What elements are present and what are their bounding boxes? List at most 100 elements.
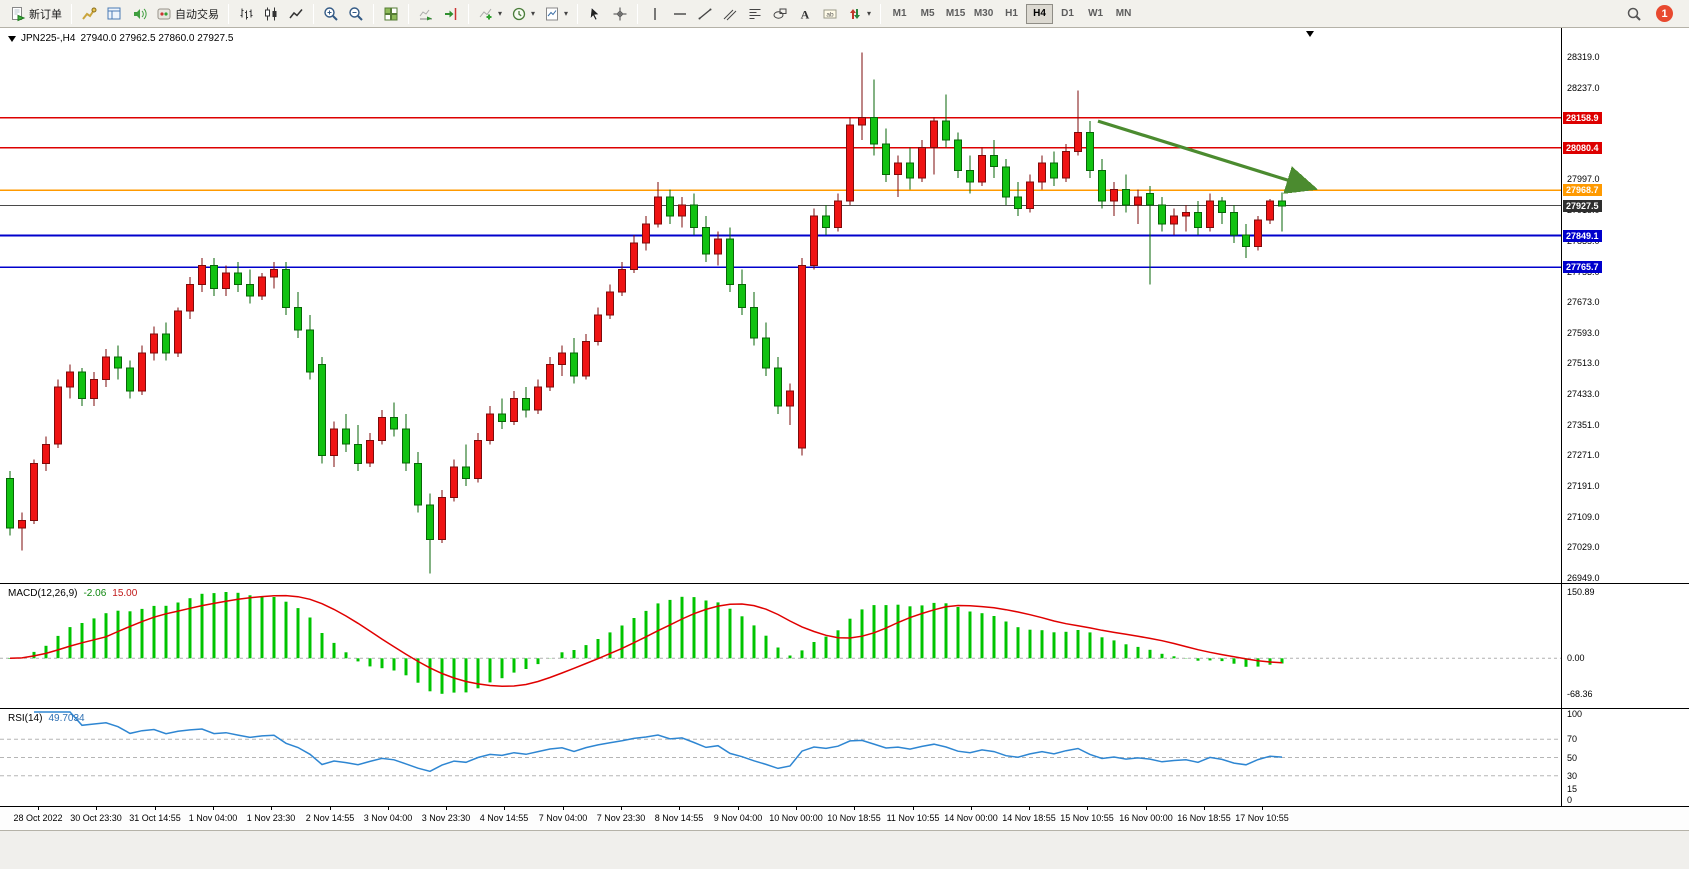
candlestick-chart-canvas[interactable] <box>0 28 1561 583</box>
arrows-button[interactable]: ▾ <box>843 3 875 25</box>
shapes-button[interactable] <box>768 3 792 25</box>
rsi-chart-canvas[interactable] <box>0 709 1561 806</box>
timeframe-mn-button[interactable]: MN <box>1110 4 1137 24</box>
dropdown-caret-icon: ▾ <box>498 9 503 18</box>
timeframe-m30-button[interactable]: M30 <box>970 4 997 24</box>
price-line-badge: 27927.5 <box>1563 200 1602 212</box>
zoom-out-button[interactable] <box>344 3 368 25</box>
time-tick <box>796 807 797 810</box>
macd-signal-value: 15.00 <box>112 588 138 599</box>
vertical-line-button[interactable] <box>643 3 667 25</box>
horizontal-line-button[interactable] <box>668 3 692 25</box>
price-line-badge: 28080.4 <box>1563 142 1602 154</box>
market-watch-icon <box>81 6 97 22</box>
candlestick-chart-button[interactable] <box>259 3 283 25</box>
chart-symbol-label: JPN225-,H4 27940.0 27962.5 27860.0 27927… <box>8 33 233 44</box>
text-button[interactable]: A <box>793 3 817 25</box>
rsi-axis-label: 100 <box>1567 709 1583 719</box>
auto-scroll-button[interactable] <box>414 3 438 25</box>
time-tick <box>213 807 214 810</box>
zoom-out-icon <box>348 6 364 22</box>
cursor-icon <box>587 6 603 22</box>
price-tick-label: 27433.0 <box>1567 389 1600 399</box>
svg-text:A: A <box>801 7 810 21</box>
line-chart-button[interactable] <box>284 3 308 25</box>
cursor-button[interactable] <box>583 3 607 25</box>
zoom-in-button[interactable] <box>319 3 343 25</box>
rsi-axis[interactable]: 100 70 50 30 15 0 <box>1561 709 1689 806</box>
periods-button[interactable]: ▾ <box>507 3 539 25</box>
rsi-value: 49.7034 <box>48 713 85 724</box>
timeframe-m5-button[interactable]: M5 <box>914 4 941 24</box>
alerts-button[interactable] <box>127 3 151 25</box>
timeframe-m1-button[interactable]: M1 <box>886 4 913 24</box>
label-button[interactable]: ab <box>818 3 842 25</box>
zoom-in-icon <box>323 6 339 22</box>
timeframe-h4-button[interactable]: H4 <box>1026 3 1054 24</box>
time-tick <box>1029 807 1030 810</box>
search-button[interactable] <box>1622 3 1646 25</box>
chart-corner-menu-icon[interactable] <box>1306 31 1314 37</box>
trendline-button[interactable] <box>693 3 717 25</box>
macd-panel: MACD(12,26,9) -2.06 15.00 150.89 0.00 -68.… <box>0 583 1689 708</box>
arrows-icon <box>847 6 863 22</box>
indicators-icon <box>478 6 494 22</box>
price-tick-label: 27109.0 <box>1567 512 1600 522</box>
price-line-badge: 27765.7 <box>1563 261 1602 273</box>
time-tick <box>1204 807 1205 810</box>
crosshair-icon <box>612 6 628 22</box>
auto-scroll-icon <box>418 6 434 22</box>
autotrading-button[interactable]: 自动交易 <box>152 3 223 25</box>
crosshair-button[interactable] <box>608 3 632 25</box>
price-axis[interactable]: 28319.028237.027997.027915.027835.027753… <box>1561 28 1689 583</box>
time-axis-label: 7 Nov 04:00 <box>538 813 588 823</box>
channel-button[interactable] <box>718 3 742 25</box>
time-tick <box>330 807 331 810</box>
time-axis-label: 16 Nov 18:55 <box>1177 813 1231 823</box>
macd-axis[interactable]: 150.89 0.00 -68.36 <box>1561 584 1689 708</box>
price-line-badge: 27968.7 <box>1563 184 1602 196</box>
timeframe-h1-button[interactable]: H1 <box>998 4 1025 24</box>
time-axis-label: 2 Nov 14:55 <box>305 813 355 823</box>
time-tick <box>854 807 855 810</box>
time-axis-label: 16 Nov 00:00 <box>1119 813 1173 823</box>
trendline-icon <box>697 6 713 22</box>
new-order-button-label: 新订单 <box>29 8 62 21</box>
candles-icon <box>263 6 279 22</box>
macd-main-value: -2.06 <box>83 588 107 599</box>
new-order-button[interactable]: 新订单 <box>6 3 66 25</box>
fibonacci-button[interactable] <box>743 3 767 25</box>
time-tick <box>271 807 272 810</box>
bar-chart-button[interactable] <box>234 3 258 25</box>
toolbar-separator <box>373 3 374 24</box>
chart-shift-button[interactable] <box>439 3 463 25</box>
terminal-button[interactable] <box>102 3 126 25</box>
time-tick <box>96 807 97 810</box>
time-axis[interactable]: 28 Oct 2022 30 Oct 23:30 31 Oct 14:55 1 Nov… <box>0 806 1689 830</box>
templates-button[interactable]: ▾ <box>540 3 572 25</box>
tile-icon <box>383 6 399 22</box>
symbol-dropdown-icon[interactable] <box>8 35 16 42</box>
price-tick-label: 27593.0 <box>1567 328 1600 338</box>
timeframe-d1-button[interactable]: D1 <box>1054 4 1081 24</box>
time-axis-label: 14 Nov 00:00 <box>944 813 998 823</box>
status-strip <box>0 830 1689 869</box>
price-tick-label: 27673.0 <box>1567 297 1600 307</box>
timeframe-w1-button[interactable]: W1 <box>1082 4 1109 24</box>
notification-badge[interactable]: 1 <box>1656 5 1673 22</box>
time-axis-label: 28 Oct 2022 <box>13 813 63 823</box>
market-watch-button[interactable] <box>77 3 101 25</box>
time-axis-label: 1 Nov 04:00 <box>188 813 238 823</box>
tile-windows-button[interactable] <box>379 3 403 25</box>
timeframe-m15-button[interactable]: M15 <box>942 4 969 24</box>
chart-shift-icon <box>443 6 459 22</box>
indicators-button[interactable]: ▾ <box>474 3 506 25</box>
rsi-axis-label: 0 <box>1567 795 1573 805</box>
macd-chart-canvas[interactable] <box>0 584 1561 708</box>
shapes-icon <box>772 6 788 22</box>
time-tick <box>504 807 505 810</box>
macd-label: MACD(12,26,9) -2.06 15.00 <box>8 588 137 599</box>
price-tick-label: 27351.0 <box>1567 420 1600 430</box>
svg-text:ab: ab <box>826 11 834 18</box>
price-tick-label: 27271.0 <box>1567 450 1600 460</box>
